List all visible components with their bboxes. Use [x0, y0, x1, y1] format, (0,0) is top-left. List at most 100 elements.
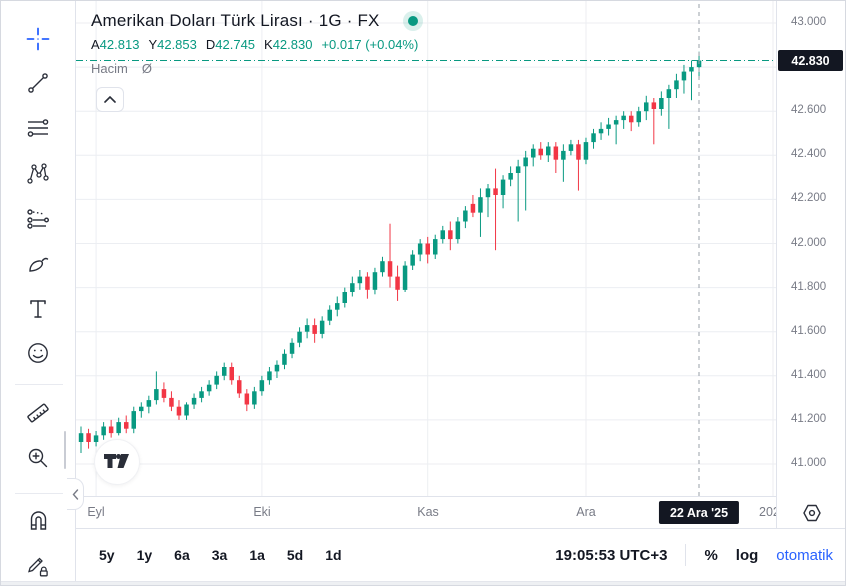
candle-body	[101, 426, 106, 436]
candle-body	[651, 102, 657, 109]
price-axis-label: 42.000	[791, 237, 827, 249]
axis-settings-gear-icon[interactable]	[801, 502, 823, 529]
candle-body	[229, 367, 234, 381]
candle-body	[237, 380, 242, 394]
candle-body	[191, 397, 197, 405]
price-axis-label: 41.600	[791, 325, 827, 337]
candle-body	[116, 422, 121, 434]
legend-collapse-button[interactable]	[96, 87, 124, 112]
xabcd-pattern-icon[interactable]	[19, 155, 57, 193]
candle-body	[214, 375, 219, 385]
time-axis[interactable]: Eyl Eki Kas Ara 202 22 Ara '25	[76, 496, 845, 528]
range-button-1a[interactable]: 1a	[249, 547, 265, 563]
crosshair-cursor-icon[interactable]	[19, 20, 57, 58]
ruler-measure-icon[interactable]	[19, 394, 57, 432]
candle-body	[131, 411, 136, 429]
range-button-1d[interactable]: 1d	[325, 547, 342, 563]
candle-body	[357, 276, 363, 284]
window-bottom-strip	[1, 581, 845, 585]
drawing-lock-icon[interactable]	[19, 546, 57, 584]
emoji-icon[interactable]	[19, 334, 57, 372]
price-axis-label: 42.400	[791, 148, 827, 160]
low-label: D	[205, 37, 216, 52]
candle-body	[327, 309, 332, 321]
price-axis-label: 42.200	[791, 192, 827, 204]
high-value: 42.853	[157, 37, 197, 52]
divider	[685, 544, 687, 566]
candle-body	[335, 303, 340, 310]
zoom-in-icon[interactable]	[19, 439, 57, 477]
candle-body	[425, 243, 430, 255]
symbol-title[interactable]: Amerikan Doları Türk Lirası · 1G · FX	[91, 11, 380, 30]
range-button-5d[interactable]: 5d	[286, 547, 304, 563]
candle-body	[417, 243, 423, 255]
magnet-icon[interactable]	[19, 501, 57, 539]
percent-scale-button[interactable]: %	[704, 546, 718, 564]
range-button-5y[interactable]: 5y	[99, 547, 115, 563]
candle-body	[553, 146, 559, 160]
candle-body	[312, 325, 317, 334]
candle-body	[169, 397, 174, 407]
clock-timezone-button[interactable]: 19:05:53 UTC+3	[555, 546, 668, 564]
close-label: K	[264, 37, 273, 52]
fib-retracement-icon[interactable]	[19, 109, 57, 147]
forecast-projection-icon[interactable]	[19, 200, 57, 238]
candle-body	[448, 230, 453, 240]
brush-icon[interactable]	[19, 245, 57, 283]
toolbar-divider	[15, 493, 63, 494]
chart-pane[interactable]: Amerikan Doları Türk Lirası · 1G · FX A4…	[76, 1, 776, 496]
toolbar-divider	[15, 384, 63, 385]
trend-line-icon[interactable]	[19, 64, 57, 102]
drawing-toolbar	[1, 1, 76, 581]
candle-body	[176, 406, 182, 416]
candle-body	[561, 150, 566, 160]
text-tool-icon[interactable]	[19, 290, 57, 328]
crosshair-date-badge: 22 Ara '25	[658, 501, 740, 524]
candle-body	[674, 80, 679, 90]
candle-body	[222, 367, 227, 376]
candle-body	[659, 98, 664, 109]
price-axis-label: 42.600	[791, 104, 827, 116]
candle-body	[108, 426, 114, 434]
candle-body	[206, 384, 212, 392]
candle-body	[681, 71, 687, 81]
open-label: A	[91, 37, 100, 52]
candle-body	[636, 111, 641, 123]
candle-body	[282, 353, 287, 365]
candle-body	[621, 115, 626, 121]
candle-body	[380, 261, 385, 273]
low-value: 42.745	[215, 37, 256, 52]
candle-body	[304, 325, 310, 332]
candle-body	[146, 400, 152, 407]
toolbar-scrollbar[interactable]	[64, 431, 66, 469]
candle-body	[478, 197, 483, 213]
log-scale-button[interactable]: log	[735, 546, 759, 564]
ohlc-values-row: A42.813 Y42.853 D42.745 K42.830 +0.017 (…	[91, 37, 418, 52]
range-button-6a[interactable]: 6a	[174, 547, 190, 563]
candle-body	[244, 393, 250, 405]
chart-legend: Amerikan Doları Türk Lirası · 1G · FX A4…	[91, 11, 418, 112]
candlestick-plot[interactable]	[76, 1, 776, 496]
candle-body	[139, 406, 144, 412]
range-button-1y[interactable]: 1y	[136, 547, 153, 563]
open-value: 42.813	[99, 37, 140, 52]
candle-body	[93, 435, 99, 442]
range-button-3a[interactable]: 3a	[211, 547, 228, 563]
candle-body	[350, 283, 355, 292]
volume-indicator-label[interactable]: Hacim	[91, 61, 128, 76]
candle-body	[666, 89, 672, 98]
candle-body	[500, 179, 506, 195]
candle-body	[493, 188, 498, 195]
candle-body	[154, 389, 159, 401]
price-axis[interactable]: 43.000 42.600 42.400 42.200 42.000 41.800 41.6…	[776, 1, 845, 529]
tradingview-logo-watermark	[94, 439, 140, 485]
candle-body	[387, 261, 393, 277]
candle-body	[395, 276, 400, 290]
candle-body	[274, 364, 280, 372]
candle-body	[485, 188, 491, 198]
market-open-dot-icon[interactable]	[407, 16, 418, 26]
candle-body	[78, 433, 84, 442]
auto-scale-button[interactable]: otomatik	[776, 546, 833, 564]
toolbar-collapse-handle[interactable]	[67, 478, 84, 510]
candle-body	[606, 124, 611, 129]
